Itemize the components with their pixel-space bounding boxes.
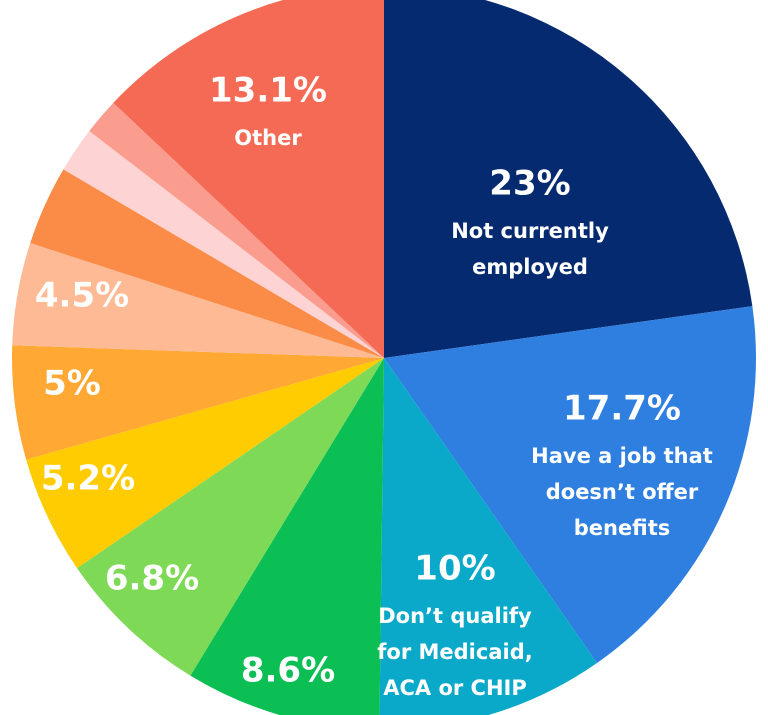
pie-slice-11: [89, 102, 384, 358]
pie-slice-6: [26, 358, 384, 569]
pie-slice-12: [113, 0, 384, 358]
slice-percent-label: 6.8%: [105, 559, 199, 599]
pie-labels: 23% Not currently employed 17.7% Have a job …: [35, 71, 713, 701]
pie-slice-7: [12, 345, 384, 460]
slice-description-label: doesn’t offer: [546, 480, 699, 504]
pie-slice-2: [384, 306, 756, 663]
slice-description-label: Don’t qualify: [378, 604, 532, 628]
slice-description-label: Not currently: [451, 219, 609, 243]
pie-slice-5: [77, 358, 384, 676]
pie-slices: [12, 0, 756, 715]
slice-percent-label: 4.5%: [35, 276, 129, 316]
slice-percent-label: 17.7%: [563, 389, 681, 429]
slice-percent-label: 23%: [489, 164, 570, 204]
pie-slice-10: [63, 131, 384, 358]
pie-slice-3: [379, 358, 597, 715]
slice-description-label: for Medicaid,: [377, 640, 532, 664]
pie-slice-8: [12, 243, 384, 358]
slice-percent-label: 8.6%: [241, 651, 335, 691]
slice-description-label: ACA or CHIP: [383, 676, 527, 700]
slice-description-label: Have a job that: [531, 444, 713, 468]
slice-percent-label: 5%: [43, 364, 101, 404]
slice-description-label: Other: [234, 126, 302, 150]
slice-percent-label: 10%: [414, 549, 495, 589]
slice-percent-label: 13.1%: [209, 71, 327, 111]
pie-slice-4: [190, 358, 384, 715]
slice-percent-label: 5.2%: [41, 459, 135, 499]
slice-description-label: benefits: [574, 516, 671, 540]
pie-slice-9: [30, 169, 385, 358]
pie-slice-1: [384, 0, 753, 358]
slice-description-label: employed: [472, 255, 588, 279]
